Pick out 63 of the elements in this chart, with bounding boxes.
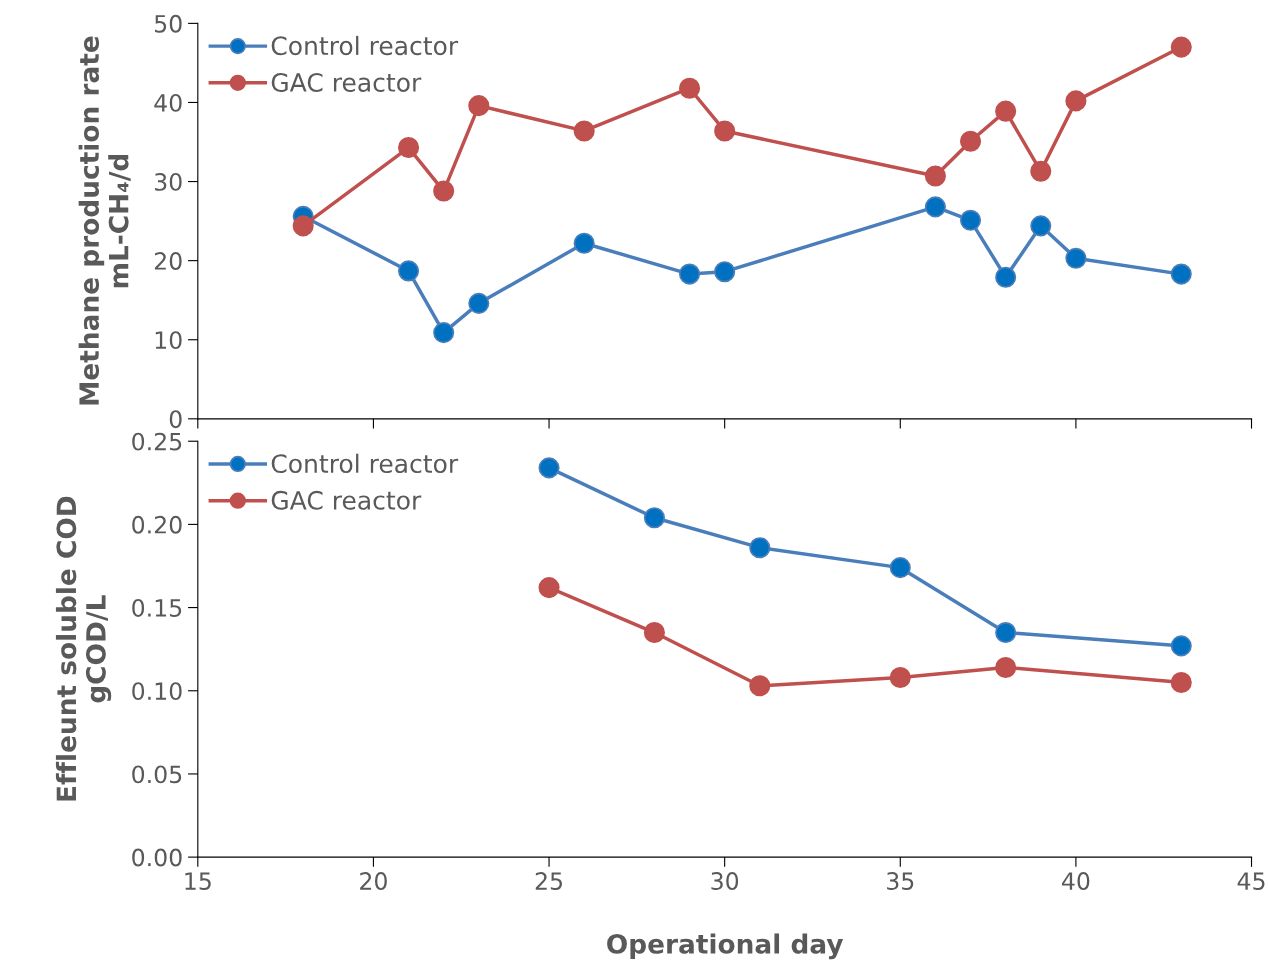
point <box>995 656 1017 679</box>
point <box>714 261 736 283</box>
y-tick-label: 30 <box>154 173 182 191</box>
point <box>573 232 595 254</box>
y-tick-label: 50 <box>155 14 182 33</box>
y-tick-label: 0.20 <box>132 515 182 534</box>
point <box>678 77 701 99</box>
y-tick-label: 40 <box>154 93 182 112</box>
y-axis-title: Effleunt soluble COD gCOD/L <box>55 496 112 801</box>
y-tick-label: 20 <box>154 252 182 270</box>
point <box>1030 215 1052 237</box>
y-axis-title: Methane production rate mL-CH₄/d <box>78 36 131 405</box>
point <box>433 322 455 344</box>
point <box>889 557 911 579</box>
point <box>714 120 736 142</box>
point <box>924 165 946 187</box>
x-tick-label: 20 <box>360 872 387 890</box>
point <box>397 260 420 282</box>
x-tick-label: 15 <box>185 872 211 890</box>
point <box>538 457 560 479</box>
point <box>749 537 771 559</box>
point <box>1170 671 1192 694</box>
legend-label: Control reactor <box>271 35 459 56</box>
legend-label: Control reactor <box>271 453 459 474</box>
point <box>397 136 420 159</box>
point <box>959 209 982 231</box>
point <box>1065 247 1087 269</box>
point <box>643 621 665 644</box>
y-tick-label: 0.10 <box>132 682 182 701</box>
point <box>643 507 665 529</box>
point <box>468 292 490 314</box>
x-axis-title: Operational day <box>607 933 844 960</box>
y-tick-label: 10 <box>155 331 182 350</box>
point <box>924 196 946 218</box>
point <box>468 95 490 117</box>
point <box>1030 160 1052 182</box>
x-tick-label: 25 <box>535 872 562 890</box>
point <box>749 675 771 697</box>
point <box>995 100 1017 122</box>
y-tick-label: 0.15 <box>132 599 182 617</box>
point <box>538 577 560 599</box>
y-tick-label: 0.25 <box>132 432 182 451</box>
x-tick-label: 30 <box>711 872 739 890</box>
legend-label: GAC reactor <box>271 73 422 92</box>
point <box>1065 90 1087 112</box>
x-tick-label: 35 <box>887 872 914 890</box>
point <box>573 120 595 142</box>
y-tick-label: 0 <box>169 410 182 429</box>
point <box>995 621 1017 644</box>
point <box>433 180 455 202</box>
legend-label: GAC reactor <box>271 490 422 510</box>
point <box>889 666 911 689</box>
y-tick-label: 0.00 <box>132 848 182 867</box>
point <box>1170 635 1192 657</box>
y-tick-label: 0.05 <box>132 765 182 784</box>
x-tick-label: 45 <box>1237 872 1265 890</box>
point <box>292 215 314 237</box>
point <box>995 266 1017 288</box>
point <box>959 130 982 152</box>
point <box>1170 263 1192 285</box>
x-tick-label: 40 <box>1062 872 1090 890</box>
point <box>1170 36 1192 58</box>
point <box>678 263 701 285</box>
